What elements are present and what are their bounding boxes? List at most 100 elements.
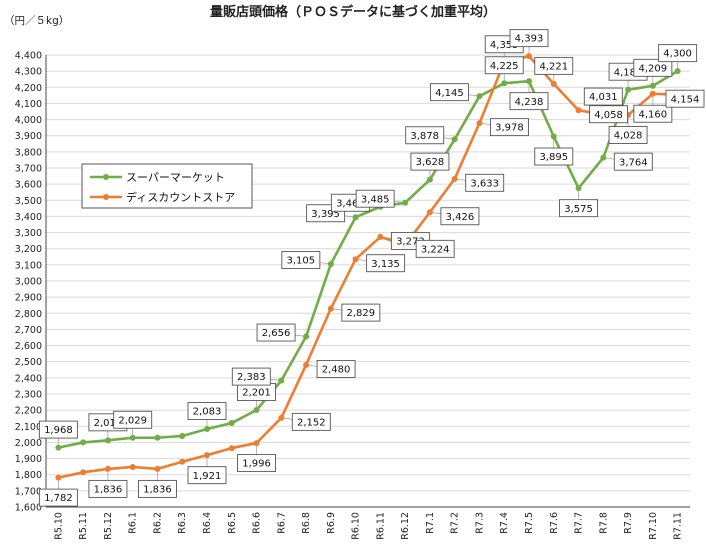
data-point xyxy=(129,463,136,470)
data-label-box xyxy=(316,359,356,378)
y-tick-label: 4,400 xyxy=(15,51,42,62)
data-point xyxy=(426,209,433,216)
y-tick-labels: 1,600 1,700 1,800 1,900 2,000 2,100 2,200 2,300… xyxy=(15,51,42,514)
data-label-box xyxy=(559,199,598,218)
data-point xyxy=(303,361,310,368)
data-label-box xyxy=(633,58,673,77)
series-markers xyxy=(55,53,681,481)
data-label: 4,160 xyxy=(639,109,668,120)
data-label: 3,878 xyxy=(410,131,439,142)
y-tick-label: 2,000 xyxy=(15,438,42,449)
y-tick-label: 2,500 xyxy=(15,357,42,368)
y-tick-label: 3,700 xyxy=(15,164,42,175)
x-tick-label: R7.1 xyxy=(425,512,436,534)
y-tick-label: 2,400 xyxy=(15,373,42,384)
y-tick-label: 3,200 xyxy=(15,244,42,255)
data-point xyxy=(575,185,582,192)
data-point xyxy=(55,444,62,451)
data-point xyxy=(600,154,607,161)
data-label: 1,836 xyxy=(143,485,172,496)
legend-swatch-marker xyxy=(103,174,109,180)
data-label-box xyxy=(608,126,648,145)
y-tick-label: 4,000 xyxy=(15,115,42,126)
data-label-box xyxy=(633,104,673,123)
legend-swatch-marker xyxy=(103,194,109,200)
data-point xyxy=(104,437,111,444)
y-tick-label: 3,600 xyxy=(15,180,42,191)
data-label: 3,224 xyxy=(421,244,450,255)
y-tick-label: 2,900 xyxy=(15,293,42,304)
data-label: 2,480 xyxy=(322,365,351,376)
y-tick-label: 4,200 xyxy=(15,83,42,94)
y-tick-label: 3,100 xyxy=(15,260,42,271)
data-point xyxy=(550,133,557,140)
data-point xyxy=(649,90,656,97)
x-tick-label: R7.5 xyxy=(524,512,535,534)
x-tick-label: R6.6 xyxy=(252,512,263,534)
data-label-box xyxy=(534,56,574,75)
data-point xyxy=(451,136,458,143)
chart-title: 量販店頭価格（ＰＯＳデータに基づく加重平均） xyxy=(210,4,496,20)
data-label-box xyxy=(415,239,455,258)
data-label: 1,996 xyxy=(242,459,271,470)
data-point xyxy=(228,420,235,427)
data-label-box xyxy=(490,118,529,137)
x-tick-label: R7.9 xyxy=(623,512,634,534)
data-label-box xyxy=(589,105,628,124)
data-point xyxy=(625,86,632,93)
data-point xyxy=(179,458,186,465)
data-point xyxy=(476,93,483,100)
data-label-box xyxy=(291,412,331,431)
data-point xyxy=(327,305,334,312)
data-point xyxy=(476,120,483,127)
y-tick-label: 3,000 xyxy=(15,277,42,288)
data-point xyxy=(104,465,111,472)
data-point xyxy=(253,440,260,447)
data-label: 3,135 xyxy=(371,259,400,270)
data-point xyxy=(80,469,87,476)
data-label: 4,355 xyxy=(490,40,519,51)
data-label: 3,575 xyxy=(564,204,593,215)
y-tick-label: 4,100 xyxy=(15,99,42,110)
data-label: 4,154 xyxy=(671,94,700,105)
y-tick-label: 3,900 xyxy=(15,131,42,142)
data-label-box xyxy=(38,488,78,507)
data-label-box xyxy=(281,251,321,270)
data-label-box xyxy=(237,454,276,473)
x-tick-label: R7.6 xyxy=(549,512,560,534)
data-label: 1,921 xyxy=(193,471,222,482)
data-point xyxy=(327,261,334,268)
data-point xyxy=(179,432,186,439)
data-label-box xyxy=(187,402,227,420)
x-tick-label: R7.4 xyxy=(499,512,510,534)
x-tick-label: R6.9 xyxy=(326,512,337,534)
x-tick-label: R6.5 xyxy=(227,512,238,534)
legend-label: スーパーマーケット xyxy=(126,171,225,184)
data-point xyxy=(352,214,359,221)
y-tick-label: 3,400 xyxy=(15,212,42,223)
data-point xyxy=(253,406,260,413)
data-label: 2,656 xyxy=(262,328,291,339)
data-label: 4,145 xyxy=(435,88,464,99)
data-point xyxy=(129,434,136,441)
x-tick-label: R7.2 xyxy=(450,512,461,534)
data-label: 1,782 xyxy=(44,493,73,504)
y-tick-label: 2,800 xyxy=(15,309,42,320)
data-label: 2,013 xyxy=(94,418,123,429)
data-label: 3,633 xyxy=(470,178,499,189)
x-tick-label: R7.11 xyxy=(673,512,684,540)
x-tick-label: R7.10 xyxy=(648,512,659,540)
x-tick-label: R5.11 xyxy=(78,512,89,540)
data-point xyxy=(228,445,235,452)
data-point xyxy=(352,256,359,263)
data-label-box xyxy=(465,173,505,192)
y-tick-label: 2,700 xyxy=(15,325,42,336)
data-label: 4,225 xyxy=(490,61,519,72)
data-label: 2,152 xyxy=(297,417,326,428)
data-label: 3,460 xyxy=(336,198,365,209)
data-label: 4,221 xyxy=(539,61,568,72)
x-tick-label: R6.1 xyxy=(128,512,139,534)
data-point xyxy=(154,434,161,441)
data-point xyxy=(550,80,557,87)
